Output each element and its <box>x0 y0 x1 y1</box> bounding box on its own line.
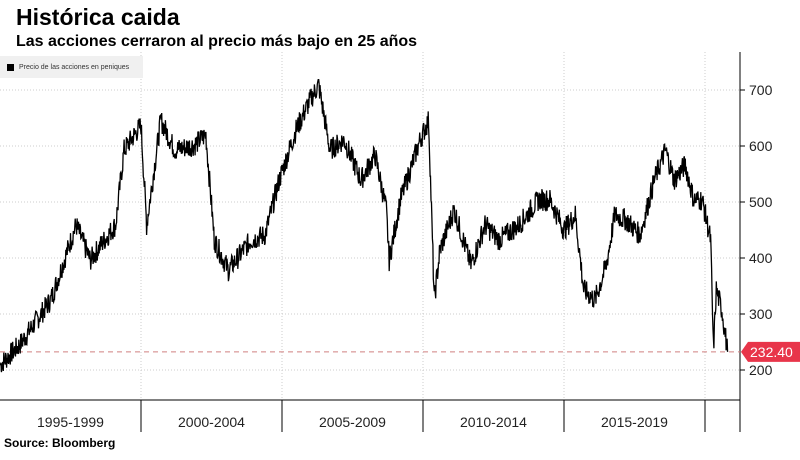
x-tick-label: 1995-1999 <box>37 414 104 430</box>
y-tick-label: 500 <box>749 194 773 210</box>
legend: Precio de las acciones en peniques <box>0 56 143 78</box>
last-value-label: 232.40 <box>750 344 793 360</box>
y-tick-label: 300 <box>749 306 773 322</box>
y-tick-label: 600 <box>749 138 773 154</box>
legend-label: Precio de las acciones en peniques <box>19 63 130 71</box>
x-tick-label: 2015-2019 <box>601 414 668 430</box>
last-value-badge <box>741 341 800 362</box>
legend-swatch <box>7 63 14 71</box>
source-note: Source: Bloomberg <box>4 436 116 450</box>
y-tick-label: 400 <box>749 250 773 266</box>
x-tick-label: 2005-2009 <box>319 414 386 430</box>
chart-title: Histórica caida <box>16 4 180 30</box>
price-line <box>0 79 729 373</box>
y-tick-label: 700 <box>749 82 773 98</box>
chart-subtitle: Las acciones cerraron al precio más bajo… <box>16 33 418 50</box>
x-tick-label: 2000-2004 <box>178 414 245 430</box>
x-tick-label: 2010-2014 <box>460 414 527 430</box>
y-tick-label: 200 <box>749 362 773 378</box>
